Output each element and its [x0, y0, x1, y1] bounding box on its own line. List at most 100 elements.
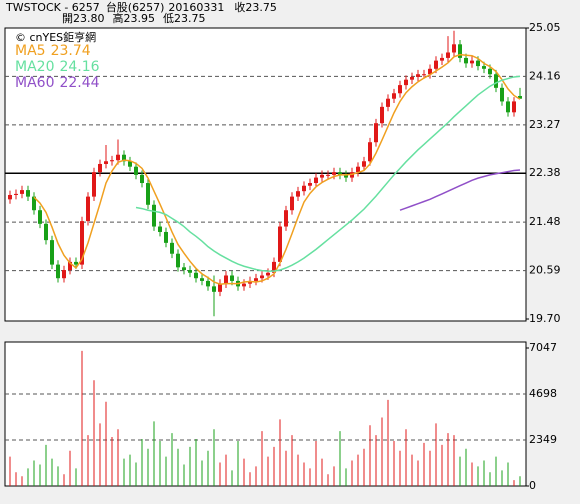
candle-body: [188, 270, 192, 273]
candle-body: [50, 240, 54, 265]
candle-body: [488, 68, 492, 75]
candle-body: [230, 275, 234, 281]
candle-body: [506, 101, 510, 113]
y-tick-label: 21.48: [529, 215, 561, 228]
candle-body: [8, 194, 12, 200]
candle-body: [410, 76, 414, 80]
legend-entry: MA5 23.74: [15, 43, 91, 59]
candle-body: [56, 264, 60, 279]
candle-body: [512, 101, 516, 113]
legend-value: 22.44: [59, 75, 99, 91]
candle-body: [296, 191, 300, 197]
candle-body: [206, 280, 210, 287]
candle-body: [434, 60, 438, 69]
candle-body: [140, 174, 144, 184]
candle-body: [326, 174, 330, 176]
candle-body: [440, 57, 444, 61]
candle-body: [332, 172, 336, 175]
candle-body: [68, 261, 72, 271]
candle-body: [416, 74, 420, 77]
candle-body: [398, 85, 402, 94]
candle-body: [308, 183, 312, 186]
y-tick-label: 0: [529, 479, 536, 492]
y-tick-label: 4698: [529, 387, 557, 400]
candle-body: [464, 57, 468, 64]
legend-name: MA60: [15, 75, 54, 91]
candle-body: [344, 174, 348, 178]
header-open: 開23.80: [62, 12, 105, 25]
candle-body: [122, 154, 126, 162]
candle-body: [380, 106, 384, 124]
candle-body: [158, 226, 162, 232]
candle-body: [278, 226, 282, 262]
candle-body: [470, 60, 474, 64]
candle-body: [146, 183, 150, 205]
candle-body: [392, 93, 396, 99]
header-low: 低23.75: [163, 12, 206, 25]
candle-body: [170, 242, 174, 254]
legend-value: 23.74: [51, 43, 91, 59]
y-tick-label: 22.38: [529, 166, 561, 179]
candle-body: [44, 223, 48, 241]
header-line2: 開23.80 高23.95 低23.75: [62, 11, 206, 25]
candle-body: [290, 196, 294, 211]
legend-name: MA20: [15, 59, 54, 75]
candle-body: [176, 253, 180, 268]
candle-body: [242, 283, 246, 287]
candle-body: [284, 210, 288, 227]
y-tick-label: 23.27: [529, 118, 561, 131]
candle-body: [452, 44, 456, 53]
candle-body: [80, 221, 84, 265]
candle-body: [200, 278, 204, 281]
candle-body: [14, 193, 18, 195]
header-date: 20160331: [168, 1, 224, 14]
candle-body: [182, 267, 186, 271]
candle-body: [368, 142, 372, 162]
candle-body: [422, 74, 426, 76]
y-tick-label: 19.70: [529, 312, 561, 325]
candle-body: [98, 163, 102, 173]
candle-body: [248, 280, 252, 284]
candle-body: [338, 172, 342, 175]
candle-body: [104, 161, 108, 164]
candle-body: [272, 261, 276, 273]
candle-body: [26, 190, 30, 197]
y-tick-label: 7047: [529, 341, 557, 354]
candle-body: [74, 261, 78, 265]
candle-body: [428, 68, 432, 75]
candle-body: [518, 95, 522, 99]
header-line1: TWSTOCK - 6257 台股(6257) 20160331 收23.75: [5, 0, 277, 14]
header-high: 高23.95: [113, 11, 156, 25]
header-title: TWSTOCK - 6257: [5, 1, 100, 14]
candle-body: [152, 204, 156, 227]
candle-body: [482, 66, 486, 69]
candle-body: [386, 98, 390, 107]
candle-body: [128, 161, 132, 167]
candle-body: [116, 154, 120, 161]
ma-line: [33, 53, 521, 285]
candle-body: [458, 44, 462, 58]
candle-body: [134, 166, 138, 175]
candle-body: [86, 196, 90, 222]
candle-body: [446, 52, 450, 58]
candle-body: [320, 174, 324, 178]
volume-panel: [4, 341, 527, 487]
legend-entry: MA60 22.44: [15, 75, 100, 91]
y-tick-label: 24.16: [529, 69, 561, 82]
candle-body: [194, 272, 198, 279]
candle-body: [302, 185, 306, 192]
candle-body: [266, 272, 270, 276]
candle-body: [494, 74, 498, 88]
candle-body: [356, 166, 360, 173]
candle-body: [62, 270, 66, 279]
candle-body: [92, 172, 96, 197]
legend-entry: MA20 24.16: [15, 59, 100, 75]
candle-body: [212, 286, 216, 292]
candle-body: [404, 79, 408, 86]
y-tick-label: 20.59: [529, 264, 561, 277]
header-close: 收23.75: [234, 0, 277, 14]
candle-body: [218, 283, 222, 292]
y-tick-label: 2349: [529, 433, 557, 446]
